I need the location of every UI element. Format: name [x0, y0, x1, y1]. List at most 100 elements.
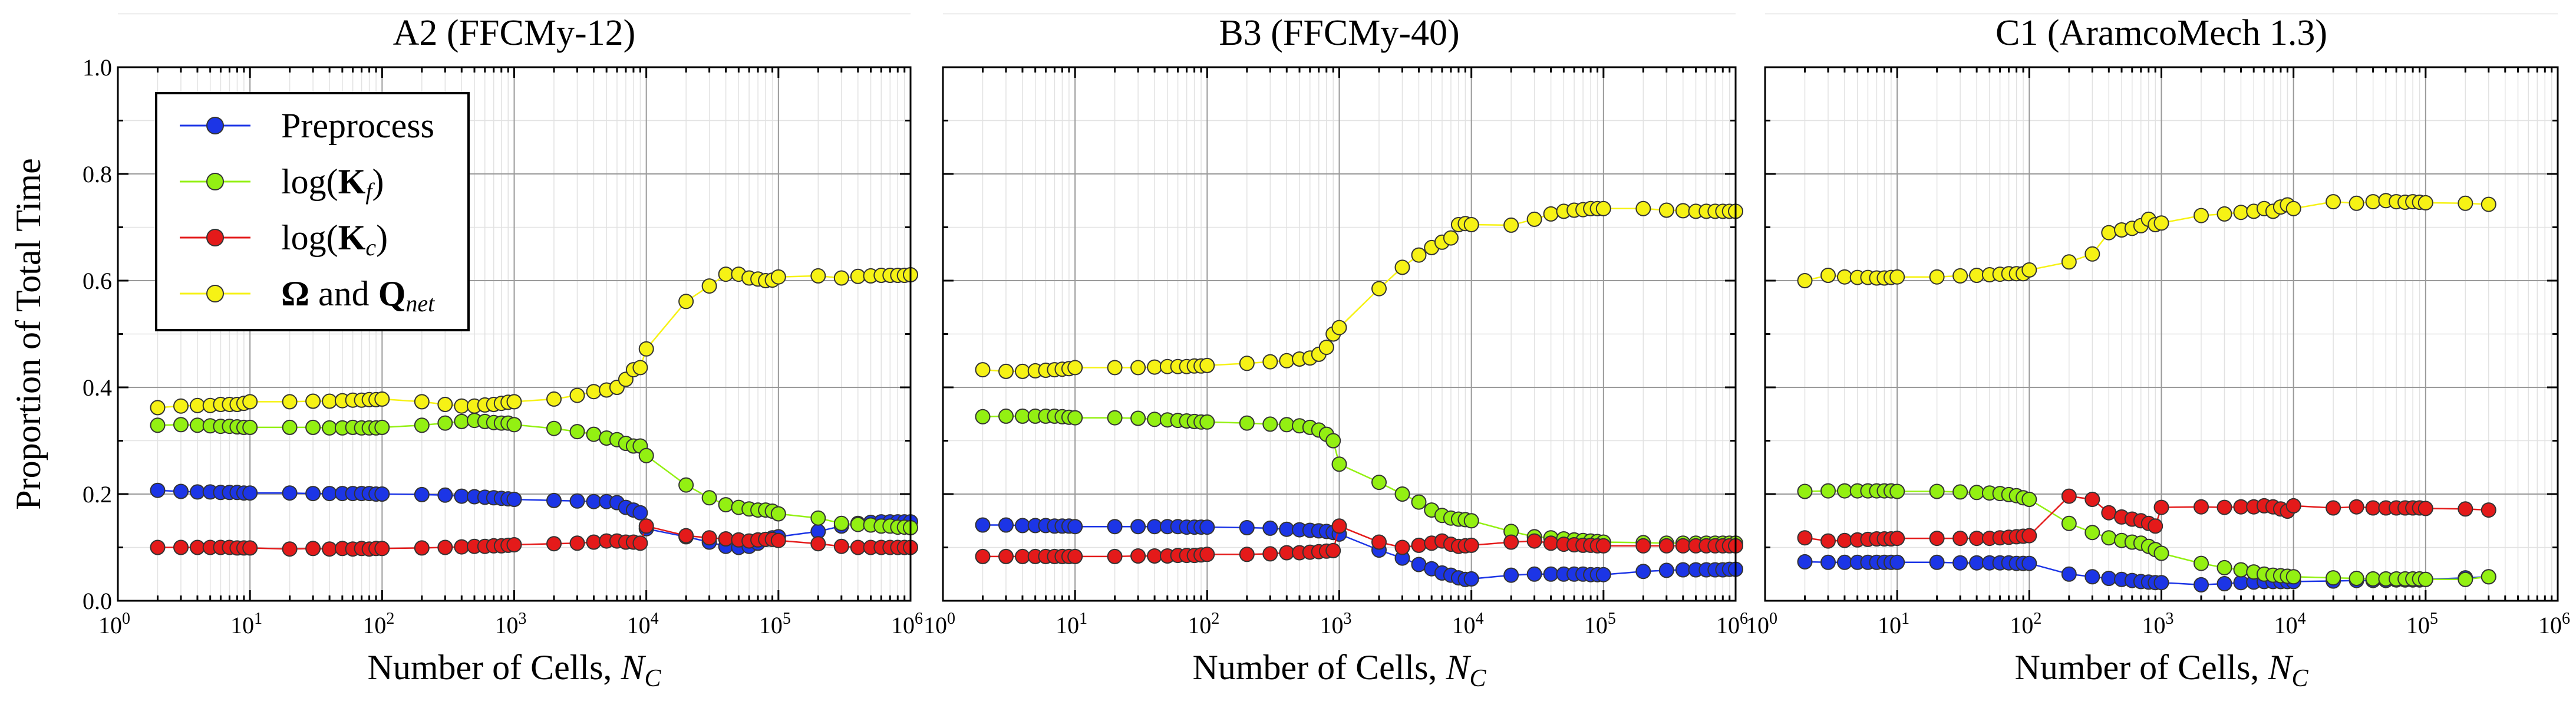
- legend-marker: [206, 173, 224, 190]
- data-point: [1797, 273, 1813, 288]
- series-2: [150, 413, 918, 535]
- data-point: [1837, 554, 1852, 570]
- data-point: [850, 268, 866, 284]
- data-point: [1820, 268, 1836, 283]
- series-line: [982, 524, 1736, 581]
- data-point: [1675, 203, 1691, 219]
- data-point: [2365, 571, 2381, 587]
- legend-label: Preprocess: [281, 106, 434, 145]
- data-point: [242, 540, 258, 556]
- x-tick-label: 102: [362, 610, 394, 639]
- data-point: [2084, 492, 2100, 507]
- data-point: [850, 516, 866, 532]
- plot-frame: [942, 66, 1737, 602]
- data-point: [1675, 562, 1691, 578]
- data-point: [1411, 557, 1427, 572]
- data-point: [1837, 269, 1852, 285]
- data-point: [850, 539, 866, 555]
- data-point: [1969, 485, 1985, 501]
- data-point: [998, 548, 1014, 564]
- data-point: [1503, 217, 1519, 233]
- data-point: [1279, 521, 1295, 537]
- data-point: [770, 532, 786, 548]
- data-point: [414, 486, 430, 502]
- data-point: [1130, 360, 1146, 376]
- series-2: [975, 408, 1743, 551]
- data-point: [2021, 555, 2037, 571]
- panel-title: B3 (FFCMy-40): [1219, 13, 1459, 53]
- data-point: [173, 483, 189, 499]
- data-point: [1107, 548, 1123, 564]
- data-point: [833, 270, 849, 286]
- x-tick-label: 100: [1746, 610, 1777, 639]
- data-point: [1394, 486, 1410, 502]
- y-axis-label: Proportion of Total Time: [9, 158, 48, 509]
- data-point: [2084, 569, 2100, 585]
- data-point: [2233, 575, 2249, 591]
- data-point: [833, 538, 849, 554]
- data-point: [975, 548, 991, 564]
- y-tick-label: 0.4: [83, 374, 112, 401]
- data-point: [1067, 360, 1083, 376]
- x-tick-label: 105: [1584, 610, 1616, 639]
- data-point: [678, 477, 694, 493]
- data-point: [1262, 354, 1278, 370]
- data-point: [414, 417, 430, 433]
- data-point: [546, 492, 562, 508]
- data-point: [1595, 200, 1611, 216]
- data-point: [242, 419, 258, 435]
- data-point: [1147, 412, 1163, 427]
- data-point: [638, 341, 654, 357]
- data-point: [2285, 498, 2301, 514]
- y-tick-label: 1.0: [83, 54, 112, 81]
- data-point: [2194, 577, 2209, 593]
- data-point: [1239, 356, 1255, 371]
- data-point: [569, 535, 585, 551]
- data-point: [2481, 196, 2496, 212]
- data-point: [1107, 519, 1123, 535]
- data-point: [437, 487, 453, 503]
- data-point: [173, 539, 189, 555]
- data-point: [1797, 554, 1813, 570]
- chart-panel-1: 100 101 102 103 104 105 106 0.0 0.2 0.4 0.6 0.8 1.0 A…: [83, 13, 923, 692]
- data-point: [2153, 499, 2169, 515]
- x-tick-label: 106: [2538, 610, 2570, 639]
- data-point: [2217, 560, 2232, 575]
- data-point: [1130, 548, 1146, 564]
- data-point: [1526, 211, 1542, 227]
- data-point: [1067, 410, 1083, 426]
- series-4: [1797, 193, 2496, 288]
- legend-entry: Preprocess: [180, 106, 434, 145]
- data-point: [1635, 564, 1651, 580]
- data-point: [437, 415, 453, 431]
- chart-panel-2: 100 101 102 103 104 105 106 B3 (FFCMy-40) Number…: [923, 13, 1748, 692]
- data-point: [1526, 533, 1542, 549]
- data-point: [1147, 359, 1163, 375]
- data-point: [190, 417, 205, 433]
- data-point: [150, 539, 166, 555]
- data-point: [190, 539, 205, 555]
- data-point: [1658, 538, 1674, 554]
- data-point: [242, 394, 258, 410]
- data-point: [2217, 576, 2232, 591]
- data-point: [546, 391, 562, 407]
- data-point: [305, 541, 321, 557]
- data-point: [173, 398, 189, 414]
- series-1: [975, 517, 1743, 587]
- legend-label: log(Kf): [281, 162, 384, 205]
- data-point: [1952, 268, 1968, 284]
- chart-panel-3: 100 101 102 103 104 105 106 C1 (AramcoMech 1.3)…: [1746, 13, 2570, 692]
- data-point: [322, 541, 338, 557]
- data-point: [506, 394, 522, 410]
- data-point: [2365, 194, 2381, 210]
- data-point: [282, 541, 298, 557]
- data-point: [1199, 519, 1215, 535]
- data-point: [2021, 528, 2037, 544]
- data-point: [718, 266, 734, 282]
- x-axis-label: Number of Cells, NC: [2015, 648, 2309, 692]
- data-point: [374, 486, 390, 502]
- series-4: [975, 200, 1743, 379]
- data-point: [1595, 567, 1611, 582]
- data-point: [2365, 500, 2381, 516]
- data-point: [2417, 501, 2433, 516]
